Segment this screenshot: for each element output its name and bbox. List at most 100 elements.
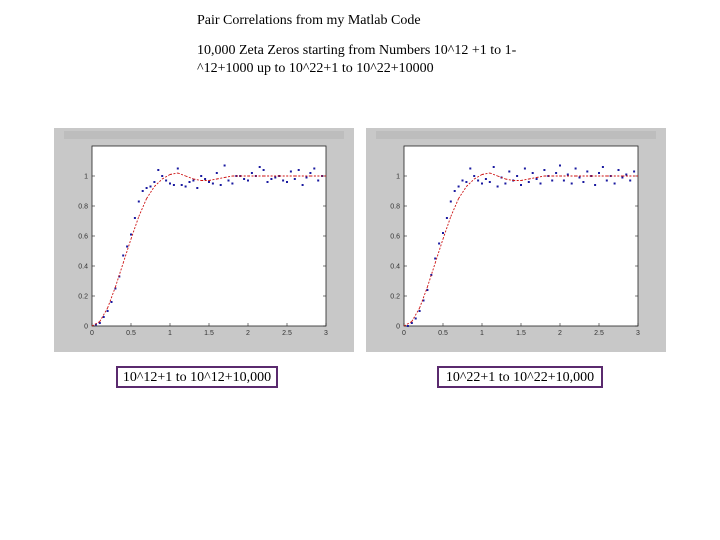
x-tick-label: 0	[402, 330, 406, 337]
data-point	[586, 170, 589, 173]
plot-area	[403, 145, 639, 327]
data-point	[562, 179, 565, 182]
data-point	[438, 242, 441, 245]
data-point	[262, 169, 265, 171]
data-point	[231, 182, 234, 185]
data-point	[176, 167, 179, 170]
x-tick-label: 2.5	[594, 330, 604, 337]
data-point	[313, 167, 316, 170]
data-point	[484, 178, 487, 180]
data-point	[219, 184, 222, 186]
chart-caption-right: 10^22+1 to 10^22+10,000	[437, 366, 603, 388]
page-subtitle: 10,000 Zeta Zeros starting from Numbers …	[197, 43, 517, 76]
data-point	[535, 178, 538, 180]
y-tick-label: 0.2	[78, 294, 88, 301]
data-point	[406, 325, 409, 327]
y-tick-label: 0.4	[390, 264, 400, 271]
data-point	[301, 184, 304, 186]
data-point	[211, 182, 214, 185]
data-point	[266, 181, 269, 183]
data-point	[559, 164, 561, 167]
data-point	[594, 184, 597, 186]
x-tick-label: 2	[558, 330, 562, 337]
x-tick-label: 1	[168, 330, 172, 337]
data-point	[516, 175, 519, 177]
data-point	[247, 179, 249, 182]
data-point	[188, 181, 191, 183]
data-point	[508, 170, 511, 173]
x-tick-label: 1.5	[204, 330, 214, 337]
data-point	[94, 323, 97, 326]
data-point	[578, 176, 581, 179]
data-point	[149, 185, 152, 188]
data-point	[204, 178, 207, 180]
chart-header-strip	[376, 131, 656, 139]
data-point	[551, 179, 554, 182]
data-point	[527, 181, 530, 183]
chart-left: 0 0.5 1 1.5 2 2.5 3 0 0.2 0.4 0.6 0.8 1	[64, 131, 344, 337]
data-point	[282, 179, 285, 182]
data-point	[473, 175, 476, 177]
data-point	[106, 310, 109, 312]
data-point	[523, 167, 526, 170]
data-point	[270, 178, 273, 180]
data-point	[200, 175, 203, 177]
data-point	[582, 181, 585, 183]
data-point	[543, 169, 546, 171]
data-point	[481, 182, 483, 185]
data-point	[258, 166, 261, 168]
page-header: Pair Correlations from my Matlab Code 10…	[197, 12, 537, 78]
series-line	[91, 172, 326, 327]
x-tick-label: 0.5	[438, 330, 448, 337]
data-point	[309, 172, 312, 174]
data-point	[169, 182, 171, 185]
plot-area	[91, 145, 327, 327]
chart-caption-left: 10^12+1 to 10^12+10,000	[116, 366, 278, 388]
data-point	[633, 170, 636, 173]
data-point	[496, 185, 499, 188]
x-tick-label: 1.5	[516, 330, 526, 337]
y-tick-label: 0.8	[390, 204, 400, 211]
data-point	[118, 275, 121, 278]
data-point	[180, 184, 183, 186]
data-point	[570, 182, 573, 185]
data-point	[605, 179, 608, 182]
data-point	[305, 176, 308, 179]
data-point	[227, 179, 230, 182]
data-point	[122, 254, 125, 257]
data-point	[418, 310, 421, 312]
y-tick-label: 0	[84, 324, 88, 331]
data-point	[410, 322, 413, 324]
data-point	[469, 167, 472, 170]
data-point	[161, 175, 164, 177]
x-tick-label: 2.5	[282, 330, 292, 337]
data-point	[426, 289, 429, 291]
data-point	[504, 182, 507, 185]
data-point	[157, 169, 160, 171]
data-point	[172, 184, 175, 186]
chart-panel-left: 0 0.5 1 1.5 2 2.5 3 0 0.2 0.4 0.6 0.8 1	[54, 128, 354, 352]
data-point	[625, 173, 628, 176]
data-point	[566, 173, 569, 176]
data-point	[114, 287, 117, 290]
data-point	[613, 182, 616, 185]
data-point	[293, 178, 296, 180]
data-point	[208, 181, 210, 183]
x-tick-label: 2	[246, 330, 250, 337]
data-point	[243, 178, 246, 180]
data-point	[621, 176, 624, 179]
data-point	[531, 172, 534, 174]
y-tick-label: 0.6	[78, 234, 88, 241]
data-point	[133, 217, 136, 219]
data-point	[250, 172, 253, 174]
data-point	[184, 185, 187, 188]
data-point	[422, 299, 425, 302]
chart-header-strip	[64, 131, 344, 139]
data-point	[414, 317, 417, 320]
data-point	[598, 172, 600, 174]
y-tick-label: 1	[84, 174, 88, 181]
data-point	[98, 322, 101, 324]
y-tick-label: 0	[396, 324, 400, 331]
data-point	[289, 170, 292, 173]
data-point	[477, 179, 480, 182]
